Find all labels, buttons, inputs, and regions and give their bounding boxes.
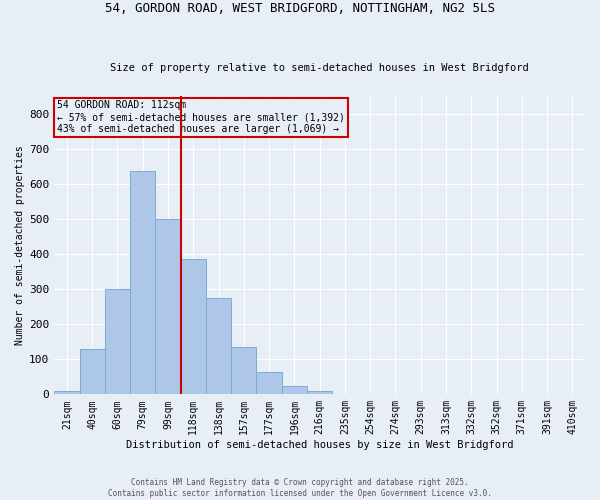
- X-axis label: Distribution of semi-detached houses by size in West Bridgford: Distribution of semi-detached houses by …: [126, 440, 514, 450]
- Title: Size of property relative to semi-detached houses in West Bridgford: Size of property relative to semi-detach…: [110, 63, 529, 73]
- Bar: [54, 391, 80, 394]
- Bar: [231, 347, 256, 395]
- Text: 54, GORDON ROAD, WEST BRIDGFORD, NOTTINGHAM, NG2 5LS: 54, GORDON ROAD, WEST BRIDGFORD, NOTTING…: [105, 2, 495, 16]
- Bar: [181, 259, 206, 394]
- Y-axis label: Number of semi-detached properties: Number of semi-detached properties: [15, 146, 25, 345]
- Text: Contains HM Land Registry data © Crown copyright and database right 2025.
Contai: Contains HM Land Registry data © Crown c…: [108, 478, 492, 498]
- Text: 54 GORDON ROAD: 112sqm
← 57% of semi-detached houses are smaller (1,392)
43% of : 54 GORDON ROAD: 112sqm ← 57% of semi-det…: [57, 100, 345, 134]
- Bar: [307, 391, 332, 394]
- Bar: [256, 372, 282, 394]
- Bar: [105, 289, 130, 395]
- Bar: [130, 172, 155, 394]
- Bar: [206, 298, 231, 394]
- Bar: [80, 348, 105, 395]
- Bar: [282, 386, 307, 394]
- Bar: [155, 219, 181, 394]
